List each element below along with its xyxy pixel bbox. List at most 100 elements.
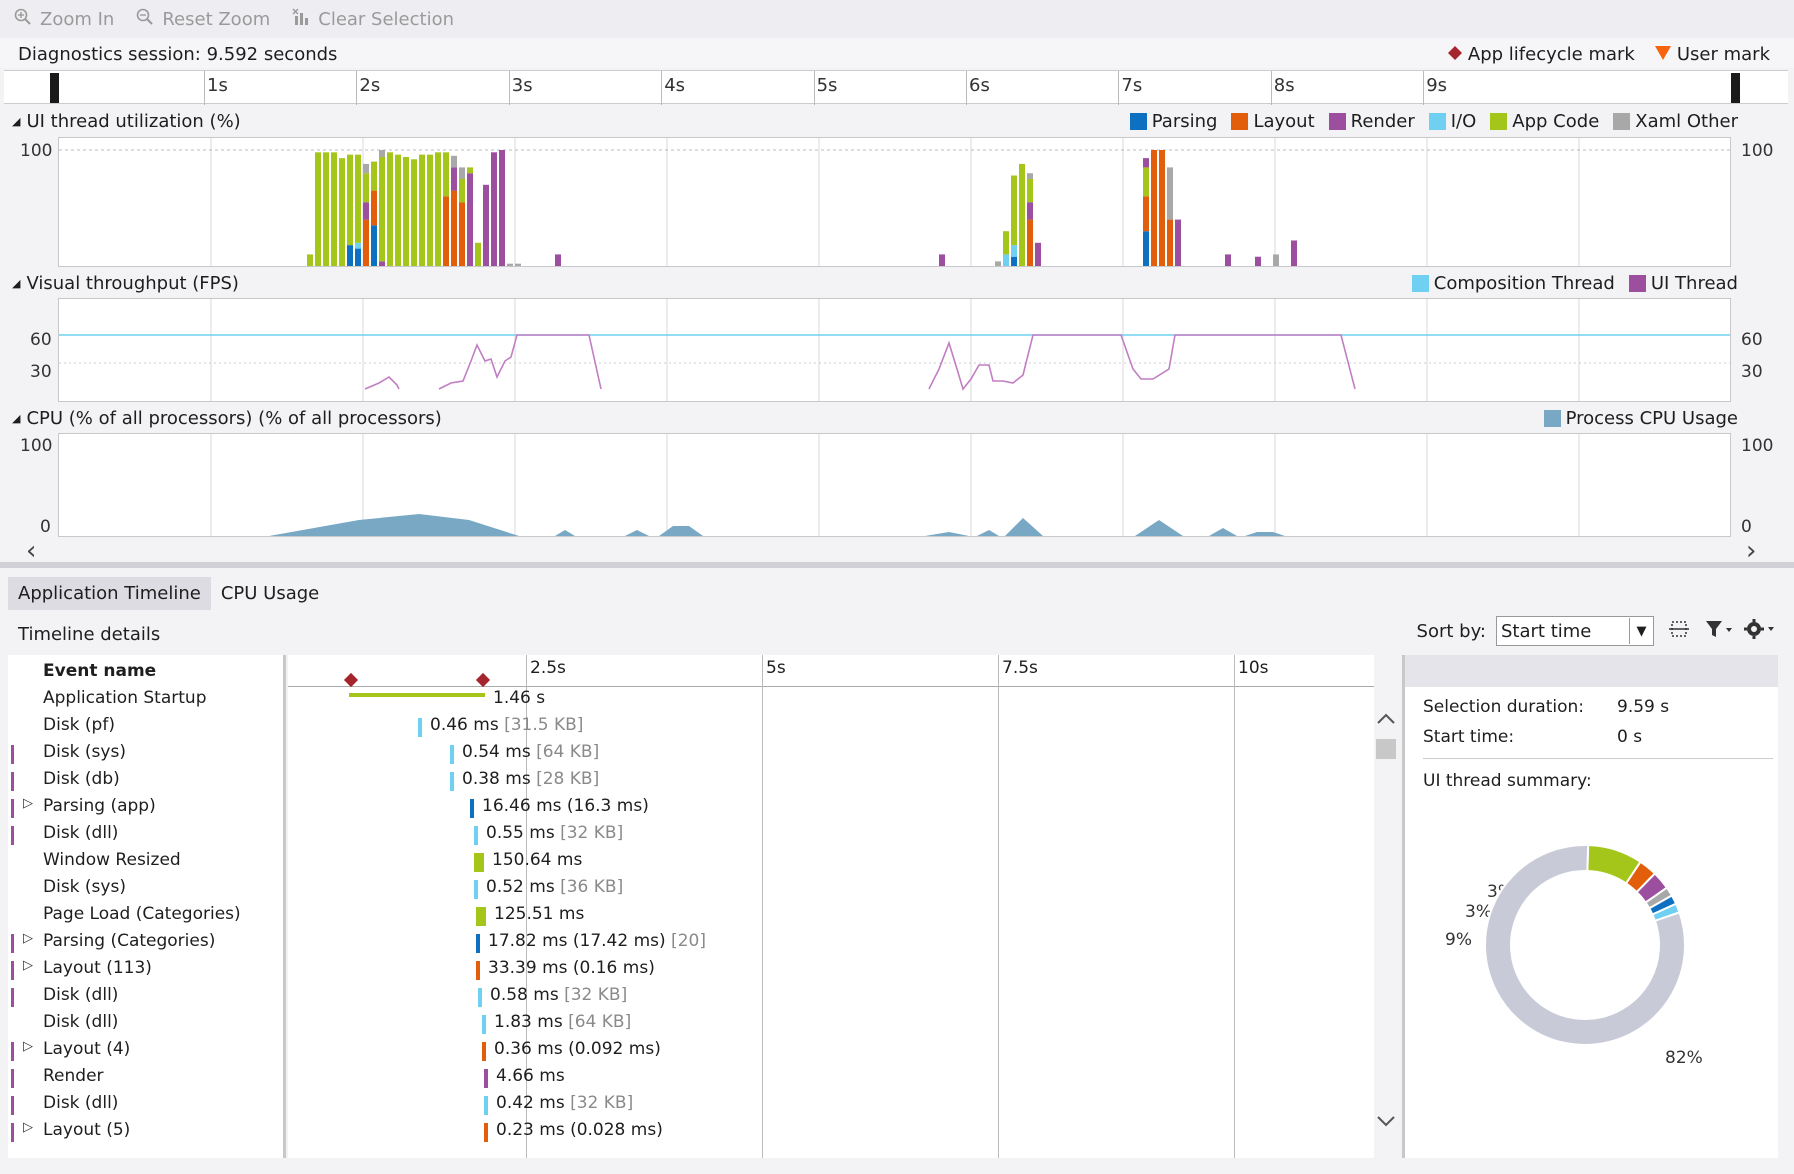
expand-icon[interactable]: ▷ xyxy=(23,958,33,973)
table-row[interactable]: 0.55 ms [32 KB] xyxy=(288,822,1374,849)
legend-swatch xyxy=(1231,113,1249,130)
legend-item: Process CPU Usage xyxy=(1543,408,1738,429)
table-row[interactable]: 17.82 ms (17.42 ms) [20] xyxy=(288,930,1374,957)
list-item[interactable]: Disk (sys) xyxy=(8,741,283,768)
duration-marker xyxy=(476,907,486,926)
cpu-area xyxy=(555,530,575,536)
sort-select[interactable]: Start time ▼ xyxy=(1496,616,1654,646)
diamond-icon xyxy=(343,672,359,688)
duration-marker xyxy=(484,1096,488,1115)
expand-icon[interactable]: ▷ xyxy=(23,796,33,811)
expand-icon[interactable]: ▷ xyxy=(23,931,33,946)
list-item[interactable]: Page Load (Categories) xyxy=(8,903,283,930)
list-item[interactable]: Disk (sys) xyxy=(8,876,283,903)
event-duration: 0.58 ms [32 KB] xyxy=(490,985,627,1005)
table-row[interactable]: 1.83 ms [64 KB] xyxy=(288,1011,1374,1038)
table-row[interactable]: 0.38 ms [28 KB] xyxy=(288,768,1374,795)
table-row[interactable]: 0.42 ms [32 KB] xyxy=(288,1092,1374,1119)
zoom-in-button[interactable]: Zoom In xyxy=(14,8,114,31)
start-time-value: 0 s xyxy=(1617,727,1643,747)
cpu-ymin-left: 0 xyxy=(40,517,51,537)
list-item[interactable]: ▷ Layout (113) xyxy=(8,957,283,984)
fit-selection-button[interactable] xyxy=(1664,616,1694,646)
list-item[interactable]: Render xyxy=(8,1065,283,1092)
pane-splitter[interactable] xyxy=(0,562,1794,568)
fps-chart[interactable] xyxy=(58,298,1732,402)
table-row[interactable]: 0.36 ms (0.092 ms) xyxy=(288,1038,1374,1065)
table-row[interactable]: 150.64 ms xyxy=(288,849,1374,876)
list-item[interactable]: Window Resized xyxy=(8,849,283,876)
filter-button[interactable] xyxy=(1704,616,1734,646)
event-name-header[interactable]: Event name xyxy=(43,661,157,681)
list-item[interactable]: Disk (dll) xyxy=(8,984,283,1011)
event-timeline[interactable]: 2.5s 5s 7.5s 10s 1.46 s 0.46 ms [31.5 KB] 0.5… xyxy=(288,655,1374,1158)
ui-thread-bar xyxy=(403,156,409,266)
table-row[interactable]: 125.51 ms xyxy=(288,903,1374,930)
tab-application-timeline[interactable]: Application Timeline xyxy=(8,577,211,610)
scroll-right-icon[interactable]: › xyxy=(1746,536,1757,566)
ui-thread-bar xyxy=(443,196,449,266)
cpu-header[interactable]: ◢ CPU (% of all processors) (% of all pr… xyxy=(12,408,442,429)
fit-selection-icon xyxy=(1668,618,1690,645)
selection-end-handle[interactable] xyxy=(1731,73,1740,103)
duration-value: 1.46 s xyxy=(493,688,546,708)
list-item[interactable]: Disk (db) xyxy=(8,768,283,795)
table-row[interactable]: 0.54 ms [64 KB] xyxy=(288,741,1374,768)
event-extra: [64 KB] xyxy=(530,742,600,762)
clear-selection-button[interactable]: Clear Selection xyxy=(292,8,454,31)
tab-cpu-usage[interactable]: CPU Usage xyxy=(220,583,320,604)
list-item[interactable]: Disk (dll) xyxy=(8,1092,283,1119)
ui-thread-bar xyxy=(467,167,473,174)
list-item[interactable]: Disk (dll) xyxy=(8,822,283,849)
ui-thread-chart[interactable] xyxy=(58,137,1732,267)
table-row[interactable]: 0.46 ms [31.5 KB] xyxy=(288,714,1374,741)
list-item[interactable]: Application Startup xyxy=(8,687,283,714)
fps-svg xyxy=(59,299,1732,401)
selection-start-handle[interactable] xyxy=(50,73,59,103)
list-item[interactable]: ▷ Layout (4) xyxy=(8,1038,283,1065)
list-item[interactable]: ▷ Parsing (Categories) xyxy=(8,930,283,957)
ui-thread-bar xyxy=(507,263,513,266)
event-duration: 0.55 ms [32 KB] xyxy=(486,823,623,843)
list-item[interactable]: Disk (pf) xyxy=(8,714,283,741)
table-row[interactable]: 0.52 ms [36 KB] xyxy=(288,876,1374,903)
fps-30-left: 30 xyxy=(30,362,52,382)
selection-duration-value: 9.59 s xyxy=(1617,697,1670,717)
scroll-left-icon[interactable]: ‹ xyxy=(26,536,37,566)
user-mark-label: User mark xyxy=(1676,44,1770,65)
table-row[interactable]: 0.23 ms (0.028 ms) xyxy=(288,1119,1374,1146)
cpu-chart[interactable] xyxy=(58,433,1732,537)
settings-button[interactable] xyxy=(1744,616,1774,646)
table-row[interactable]: 0.58 ms [32 KB] xyxy=(288,984,1374,1011)
table-row[interactable]: 33.39 ms (0.16 ms) xyxy=(288,957,1374,984)
ui-thread-title: UI thread utilization (%) xyxy=(26,111,241,132)
ui-thread-bar xyxy=(1003,254,1009,266)
ui-thread-bar xyxy=(451,155,457,168)
expand-icon[interactable]: ▷ xyxy=(23,1039,33,1054)
zoom-in-icon xyxy=(14,8,32,31)
timeline-tick-label: 10s xyxy=(1238,658,1269,678)
clear-selection-label: Clear Selection xyxy=(318,8,454,30)
expand-icon[interactable]: ▷ xyxy=(23,1120,33,1135)
list-item[interactable]: Disk (dll) xyxy=(8,1011,283,1038)
reset-zoom-button[interactable]: Reset Zoom xyxy=(136,8,270,31)
table-row[interactable]: 4.66 ms xyxy=(288,1065,1374,1092)
list-item[interactable]: ▷ Parsing (app) xyxy=(8,795,283,822)
event-extra: [20] xyxy=(665,931,706,951)
ui-thread-bar xyxy=(1011,256,1017,266)
ui-thread-bar xyxy=(1011,245,1017,257)
ui-thread-header[interactable]: ◢ UI thread utilization (%) xyxy=(12,111,241,132)
timeline-tick xyxy=(526,655,527,1158)
vertical-scrollbar[interactable] xyxy=(1374,705,1398,1135)
table-row[interactable]: 1.46 s xyxy=(288,687,1374,714)
duration-value: 0.46 ms xyxy=(430,715,499,735)
time-ruler[interactable]: 1s 2s 3s 4s 5s 6s 7s 8s 9s xyxy=(4,70,1788,105)
ui-thread-bar xyxy=(459,167,465,179)
duration-marker xyxy=(482,1042,486,1061)
list-item[interactable]: ▷ Layout (5) xyxy=(8,1119,283,1146)
ui-thread-fps-line xyxy=(438,334,602,390)
fps-header[interactable]: ◢ Visual throughput (FPS) xyxy=(12,273,239,294)
event-duration: 17.82 ms (17.42 ms) [20] xyxy=(488,931,706,951)
table-row[interactable]: 16.46 ms (16.3 ms) xyxy=(288,795,1374,822)
ui-thread-donut: 9%3%3%82% xyxy=(1445,844,1703,1068)
